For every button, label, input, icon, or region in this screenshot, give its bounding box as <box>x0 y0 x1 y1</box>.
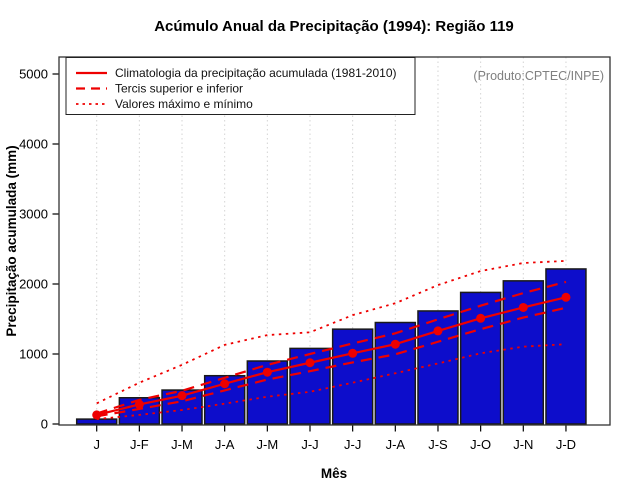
series-lines-layer <box>92 260 571 420</box>
x-tick-label: J-N <box>513 437 533 452</box>
max-line <box>96 260 567 405</box>
y-tick-label: 5000 <box>19 67 48 82</box>
lower-tercile-line <box>96 306 567 418</box>
bar <box>502 280 545 425</box>
climatology-line <box>96 296 567 416</box>
min-line <box>96 343 567 420</box>
climatology-point <box>177 391 187 401</box>
legend-label-maxmin: Valores máximo e mínimo <box>115 97 253 111</box>
x-tick-label: J-J <box>344 437 361 452</box>
y-tick-label: 1000 <box>19 347 48 362</box>
climatology-point <box>220 379 230 389</box>
bar <box>246 360 289 425</box>
bar <box>75 418 118 425</box>
bar <box>545 268 587 425</box>
climatology-point <box>92 410 102 420</box>
x-axis-title: Mês <box>321 466 347 481</box>
y-tick-label: 4000 <box>19 137 48 152</box>
climatology-point <box>476 313 486 323</box>
bar <box>331 328 374 425</box>
y-tick-label: 2000 <box>19 277 48 292</box>
x-tick-label: J-F <box>130 437 149 452</box>
x-tick-label: J-A <box>386 437 406 452</box>
y-tick-label: 3000 <box>19 207 48 222</box>
legend-box <box>65 57 416 115</box>
x-tick-label: J-D <box>556 437 576 452</box>
climatology-point <box>305 358 315 368</box>
x-tick-label: J <box>93 437 100 452</box>
x-tick-label: J-J <box>301 437 318 452</box>
legend: Climatologia da precipitação acumulada (… <box>65 57 416 115</box>
product-watermark: (Produto:CPTEC/INPE) <box>473 69 604 83</box>
legend-label-climatology: Climatologia da precipitação acumulada (… <box>115 66 397 80</box>
x-tick-label: J-S <box>428 437 448 452</box>
climatology-point <box>561 292 571 302</box>
y-axis-title: Precipitação acumulada (mm) <box>4 145 19 336</box>
climatology-point <box>390 339 400 349</box>
climatology-point <box>433 326 443 336</box>
axes-layer: 0 1000 2000 3000 4000 5000 J J-F J-M J-A J-M J-J J-J… <box>19 67 576 453</box>
climatology-point <box>262 367 272 377</box>
legend-label-terciles: Tercis superior e inferior <box>115 82 243 96</box>
x-tick-label: J-M <box>257 437 279 452</box>
climatology-point <box>518 302 528 312</box>
x-tick-label: J-M <box>171 437 193 452</box>
climatology-point <box>134 399 144 409</box>
climatology-point <box>348 348 358 358</box>
chart-title: Acúmulo Anual da Precipitação (1994): Re… <box>154 18 514 35</box>
x-tick-label: J-O <box>470 437 491 452</box>
bar <box>459 291 502 425</box>
x-tick-label: J-A <box>215 437 235 452</box>
y-tick-label: 0 <box>41 417 48 432</box>
upper-tercile-line <box>96 280 567 415</box>
